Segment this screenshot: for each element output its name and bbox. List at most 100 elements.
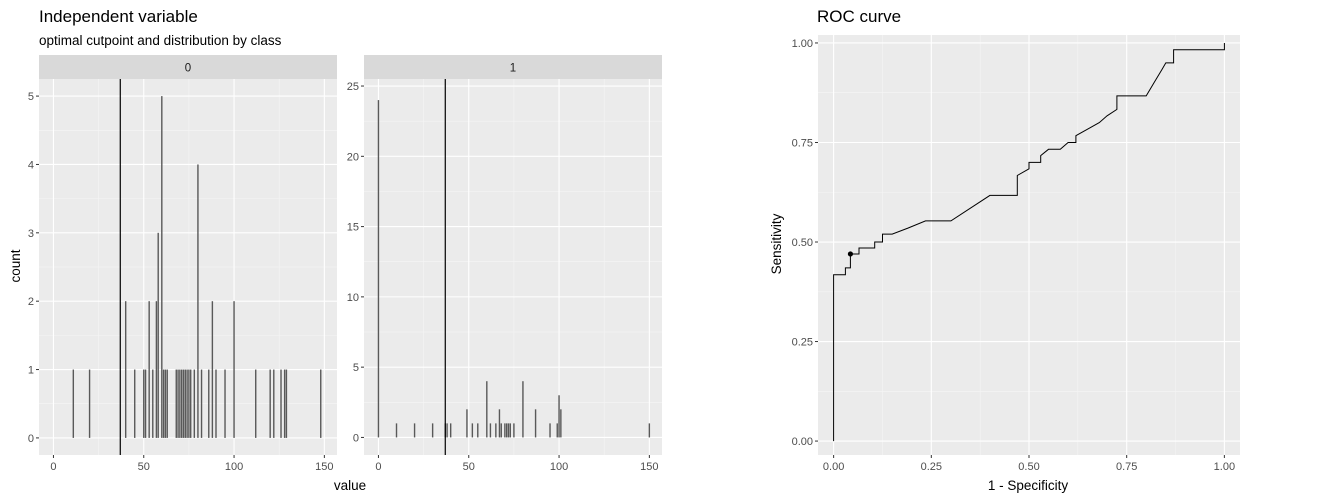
y-tick-label: 0.25 — [792, 337, 813, 349]
chart-subtitle: optimal cutpoint and distribution by cla… — [39, 33, 282, 48]
x-tick-label: 0.75 — [1116, 461, 1137, 473]
x-tick-label: 100 — [550, 461, 568, 473]
histogram-bar — [152, 369, 154, 438]
histogram-bar — [556, 423, 558, 438]
x-tick-label: 100 — [225, 461, 243, 473]
histogram-bar — [648, 423, 651, 438]
x-axis-title: value — [334, 478, 366, 493]
histogram-bar — [161, 96, 163, 438]
histogram-bar — [273, 369, 275, 438]
y-tick-label: 1.00 — [792, 38, 813, 50]
roc-curve-line — [833, 43, 1225, 442]
histogram-bar — [280, 369, 282, 438]
histogram-bar — [134, 369, 136, 438]
y-tick-label: 3 — [28, 228, 34, 240]
histogram-bar — [124, 301, 127, 438]
roc-chart-title: ROC curve — [817, 7, 901, 26]
x-tick-label: 0.00 — [823, 461, 844, 473]
x-tick-label: 0.50 — [1018, 461, 1039, 473]
histogram-bar — [72, 369, 75, 438]
histogram-bar — [504, 423, 506, 438]
histogram-bar — [186, 369, 188, 438]
histogram-bar — [283, 369, 286, 438]
histogram-bar — [285, 369, 288, 438]
y-tick-label: 25 — [347, 81, 359, 93]
histogram-bar — [509, 423, 511, 438]
histogram-bar — [157, 232, 159, 438]
histogram-bar — [200, 369, 203, 438]
histogram-bar — [166, 369, 168, 438]
histogram-bar — [224, 369, 226, 438]
y-tick-label: 1 — [28, 365, 34, 377]
histogram-bar — [377, 100, 380, 438]
histogram-bar — [549, 423, 551, 438]
histogram-bar — [193, 369, 196, 438]
facet-panel-class-0: 0 0 50 100 150 0 1 2 3 4 5 — [28, 55, 337, 473]
y-tick-label: 5 — [353, 362, 359, 374]
histogram-bar — [155, 301, 158, 438]
y-tick-label: 0 — [353, 432, 359, 444]
histogram-bar — [489, 423, 492, 438]
x-tick-label: 1.00 — [1214, 461, 1235, 473]
roc-y-axis-title: Sensitivity — [769, 213, 784, 274]
histogram-bar — [558, 395, 560, 438]
y-tick-label: 15 — [347, 222, 359, 234]
histogram-bar — [211, 301, 214, 438]
histogram-bar — [466, 409, 468, 438]
x-tick-label: 50 — [463, 461, 475, 473]
y-tick-label: 0.75 — [792, 137, 813, 149]
y-tick-label: 0.00 — [792, 436, 813, 448]
histogram-bar — [197, 164, 199, 438]
histogram-bar — [449, 423, 452, 438]
histogram-bar — [208, 369, 210, 438]
histogram-bar — [143, 369, 145, 438]
histogram-bar — [500, 423, 502, 438]
histogram-bar — [190, 369, 192, 438]
chart-title: Independent variable — [39, 7, 198, 26]
histogram-bar — [180, 369, 183, 438]
histogram-bar — [560, 409, 562, 438]
histogram-bar — [505, 423, 508, 438]
histogram-bar — [413, 423, 416, 438]
x-tick-label: 0 — [50, 461, 56, 473]
y-tick-label: 10 — [347, 292, 359, 304]
histogram-bar — [164, 369, 167, 438]
facet-strip-label: 1 — [510, 63, 516, 75]
histogram-bar — [175, 369, 177, 438]
histogram-bar — [184, 369, 186, 438]
histogram-bar — [534, 409, 537, 438]
histogram-bar — [182, 369, 185, 438]
histogram-bar — [88, 369, 91, 438]
facet-strip — [364, 55, 662, 79]
histogram-bar — [320, 369, 322, 438]
facet-strip-label: 0 — [185, 63, 191, 75]
histogram-bar — [495, 423, 497, 438]
y-tick-label: 0 — [28, 433, 34, 445]
histogram-bar — [148, 301, 150, 438]
histogram-bar — [177, 369, 179, 438]
facet-strip — [39, 55, 337, 79]
histogram-bar — [395, 423, 398, 438]
histogram-bar — [269, 369, 271, 438]
histogram-bar — [162, 369, 165, 438]
histogram-bar — [179, 369, 181, 438]
histogram-bar — [144, 369, 147, 438]
y-axis-title: count — [8, 249, 23, 282]
histogram-bar — [498, 409, 501, 438]
panel-background — [364, 79, 662, 455]
histogram-bar — [431, 423, 434, 438]
histogram-bar — [507, 423, 510, 438]
histogram-bar — [513, 423, 515, 438]
y-tick-label: 4 — [28, 159, 34, 171]
y-tick-label: 5 — [28, 91, 34, 103]
histogram-bar — [446, 423, 448, 438]
histogram-bar — [188, 369, 190, 438]
y-tick-label: 0.50 — [792, 237, 813, 249]
histogram-bar — [522, 381, 524, 438]
histogram-bar — [486, 381, 488, 438]
x-tick-label: 50 — [138, 461, 150, 473]
x-tick-label: 150 — [640, 461, 658, 473]
y-tick-label: 20 — [347, 151, 359, 163]
